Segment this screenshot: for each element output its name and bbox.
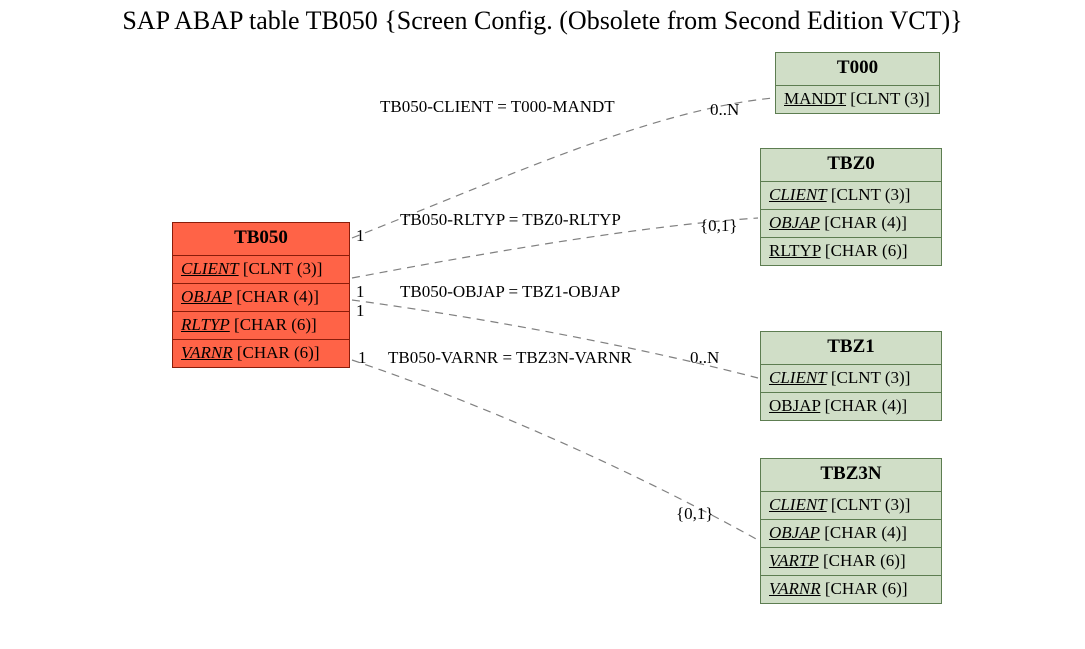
table-node-tbz1: TBZ1 CLIENT [CLNT (3)]OBJAP [CHAR (4)] <box>760 331 942 421</box>
field-row: CLIENT [CLNT (3)] <box>761 365 941 392</box>
cardinality-right: {0,1} <box>700 216 738 236</box>
relation-label: TB050-OBJAP = TBZ1-OBJAP <box>400 282 620 302</box>
field-name: MANDT <box>784 89 846 108</box>
field-type: [CHAR (6)] <box>237 343 320 362</box>
field-name: OBJAP <box>769 523 820 542</box>
field-name: OBJAP <box>181 287 232 306</box>
field-name: OBJAP <box>769 213 820 232</box>
field-row: CLIENT [CLNT (3)] <box>761 492 941 519</box>
table-node-tbz0: TBZ0 CLIENT [CLNT (3)]OBJAP [CHAR (4)]RL… <box>760 148 942 266</box>
field-row: RLTYP [CHAR (6)] <box>761 237 941 265</box>
table-name: TB050 <box>173 223 349 256</box>
table-name: TBZ0 <box>761 149 941 182</box>
field-type: [CLNT (3)] <box>831 185 910 204</box>
table-node-t000: T000 MANDT [CLNT (3)] <box>775 52 940 114</box>
field-name: CLIENT <box>769 185 827 204</box>
field-name: CLIENT <box>181 259 239 278</box>
relation-label: TB050-CLIENT = T000-MANDT <box>380 97 615 117</box>
cardinality-left: 1 <box>356 282 365 302</box>
field-row: VARTP [CHAR (6)] <box>761 547 941 575</box>
cardinality-left: 1 <box>358 348 367 368</box>
diagram-stage: SAP ABAP table TB050 {Screen Config. (Ob… <box>0 0 1085 649</box>
field-type: [CHAR (4)] <box>825 396 908 415</box>
field-type: [CHAR (4)] <box>236 287 319 306</box>
field-type: [CHAR (6)] <box>825 241 908 260</box>
field-type: [CLNT (3)] <box>850 89 929 108</box>
field-row: CLIENT [CLNT (3)] <box>173 256 349 283</box>
field-name: VARNR <box>769 579 821 598</box>
table-name: TBZ3N <box>761 459 941 492</box>
field-name: RLTYP <box>181 315 230 334</box>
field-name: VARTP <box>769 551 819 570</box>
cardinality-right: 0..N <box>710 100 739 120</box>
field-name: VARNR <box>181 343 233 362</box>
relation-label: TB050-RLTYP = TBZ0-RLTYP <box>400 210 621 230</box>
cardinality: {0,1} <box>676 504 714 524</box>
field-row: OBJAP [CHAR (4)] <box>761 209 941 237</box>
field-row: OBJAP [CHAR (4)] <box>761 519 941 547</box>
field-type: [CHAR (6)] <box>234 315 317 334</box>
field-name: CLIENT <box>769 368 827 387</box>
field-type: [CHAR (6)] <box>823 551 906 570</box>
field-type: [CHAR (4)] <box>824 523 907 542</box>
field-row: RLTYP [CHAR (6)] <box>173 311 349 339</box>
table-name: T000 <box>776 53 939 86</box>
cardinality: 1 <box>356 301 365 321</box>
field-row: OBJAP [CHAR (4)] <box>761 392 941 420</box>
field-row: MANDT [CLNT (3)] <box>776 86 939 113</box>
field-type: [CLNT (3)] <box>831 368 910 387</box>
cardinality-right: 0..N <box>690 348 719 368</box>
field-name: RLTYP <box>769 241 821 260</box>
field-type: [CHAR (4)] <box>824 213 907 232</box>
table-name: TBZ1 <box>761 332 941 365</box>
field-type: [CHAR (6)] <box>825 579 908 598</box>
field-row: CLIENT [CLNT (3)] <box>761 182 941 209</box>
field-name: OBJAP <box>769 396 820 415</box>
table-node-tb050: TB050 CLIENT [CLNT (3)]OBJAP [CHAR (4)]R… <box>172 222 350 368</box>
field-type: [CLNT (3)] <box>243 259 322 278</box>
field-type: [CLNT (3)] <box>831 495 910 514</box>
field-row: VARNR [CHAR (6)] <box>173 339 349 367</box>
field-row: OBJAP [CHAR (4)] <box>173 283 349 311</box>
field-row: VARNR [CHAR (6)] <box>761 575 941 603</box>
relation-label: TB050-VARNR = TBZ3N-VARNR <box>388 348 632 368</box>
field-name: CLIENT <box>769 495 827 514</box>
table-node-tbz3n: TBZ3N CLIENT [CLNT (3)]OBJAP [CHAR (4)]V… <box>760 458 942 604</box>
cardinality-left: 1 <box>356 226 365 246</box>
